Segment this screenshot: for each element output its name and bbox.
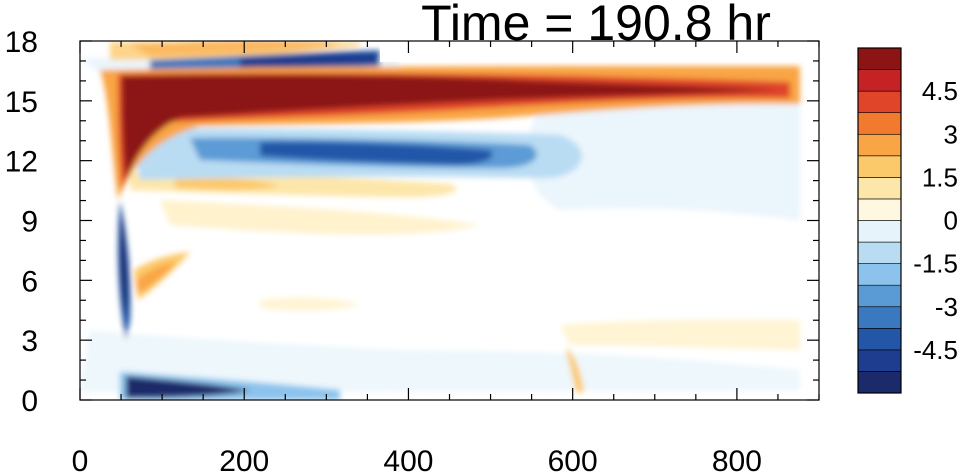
colorbar-segment	[857, 328, 902, 351]
weak-positive-area	[160, 200, 480, 235]
colorbar-segment	[857, 133, 902, 157]
x-tick-label: 200	[219, 445, 269, 473]
colorbar-frame	[857, 47, 902, 394]
y-tick-label: 12	[5, 146, 38, 179]
y-tick-label: 9	[21, 206, 38, 239]
heatmap-field	[80, 41, 800, 400]
weak-negative-area	[526, 96, 800, 220]
x-tick-label: 600	[548, 445, 598, 473]
colorbar-segment	[857, 349, 902, 372]
colorbar-segment	[857, 241, 902, 264]
colorbar-segment	[857, 112, 902, 135]
x-tick-label: 0	[72, 445, 89, 473]
colorbar-label: 0	[944, 206, 958, 236]
y-axis: 0 3 6 9 12 15 18	[5, 26, 819, 418]
negative-band-top-core	[240, 52, 378, 68]
colorbar-segment	[857, 177, 902, 200]
colorbar-segment	[857, 155, 902, 178]
colorbar-segment	[857, 371, 902, 394]
colorbar-segment	[857, 90, 902, 113]
negative-vertical-feature-core	[120, 210, 127, 320]
colorbar-segment	[857, 69, 902, 92]
x-tick-label: 400	[383, 445, 433, 473]
y-tick-label: 3	[21, 325, 38, 358]
colorbar-label: -3	[935, 292, 958, 322]
y-tick-label: 18	[5, 26, 38, 59]
weak-negative-area	[80, 330, 800, 392]
colorbar-label: 4.5	[922, 76, 958, 106]
y-tick-label: 0	[21, 385, 38, 418]
x-axis: 0 200 400 600 800	[72, 41, 820, 473]
field-features	[80, 41, 800, 400]
colorbar-segment	[857, 198, 902, 221]
positive-band-mid-core	[175, 177, 280, 190]
colorbar-segment	[857, 220, 902, 243]
negative-band-surface	[126, 376, 250, 398]
colorbar-label: 1.5	[922, 162, 958, 192]
positive-band-top-outer	[110, 42, 360, 60]
colorbar-label: -1.5	[913, 249, 958, 279]
colorbar-label: -4.5	[913, 335, 958, 365]
y-tick-label: 15	[5, 86, 38, 119]
colorbar: 4.5 3 1.5 0 -1.5 -3 -4.5	[857, 47, 958, 394]
colorbar-segment	[857, 263, 902, 286]
weak-positive-area	[560, 319, 800, 350]
colorbar-label: 3	[944, 119, 958, 149]
x-tick-label: 800	[712, 445, 762, 473]
colorbar-segment	[857, 284, 902, 308]
positive-band-main-core	[122, 74, 780, 180]
negative-band-upper-core	[260, 141, 493, 166]
colorbar-segment	[857, 306, 902, 329]
title-backdrop	[380, 0, 810, 62]
chart-title: Time = 190.8 hr	[421, 0, 771, 51]
positive-streak	[566, 348, 584, 392]
positive-feature-low-core	[136, 262, 176, 294]
y-tick-label: 6	[21, 265, 38, 298]
weak-positive-area	[260, 297, 360, 311]
colorbar-segment	[857, 47, 902, 70]
